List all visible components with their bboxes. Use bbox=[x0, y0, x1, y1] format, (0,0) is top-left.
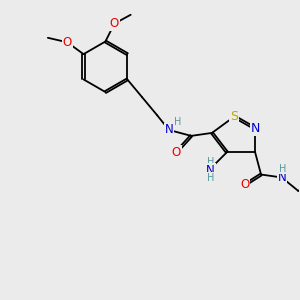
Text: H: H bbox=[207, 157, 214, 167]
Text: H: H bbox=[207, 173, 214, 183]
Text: N: N bbox=[250, 122, 260, 135]
Text: H: H bbox=[279, 164, 286, 174]
Text: N: N bbox=[164, 123, 173, 136]
Text: O: O bbox=[240, 178, 249, 191]
Text: H: H bbox=[173, 117, 181, 127]
Text: N: N bbox=[206, 164, 215, 177]
Text: N: N bbox=[278, 171, 286, 184]
Text: O: O bbox=[110, 17, 119, 30]
Text: S: S bbox=[230, 110, 238, 123]
Text: O: O bbox=[172, 146, 181, 159]
Text: O: O bbox=[63, 36, 72, 49]
